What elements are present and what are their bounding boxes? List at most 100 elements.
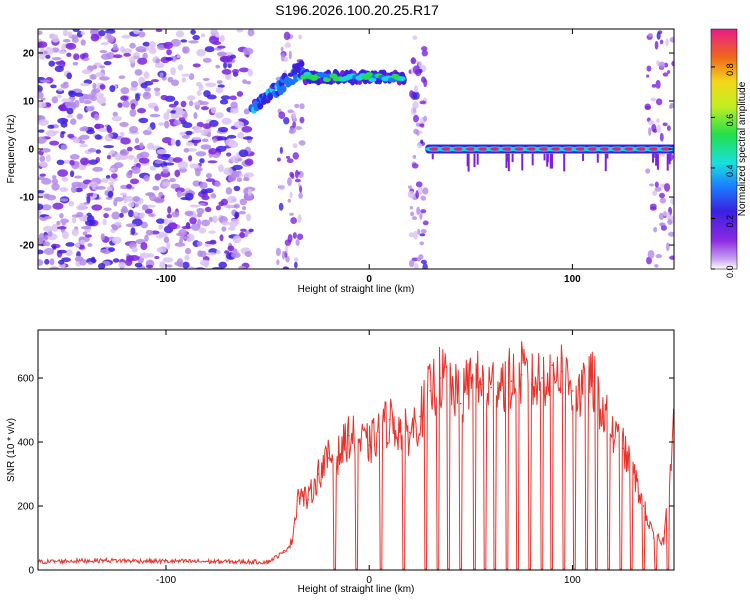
y-tick-label: 400 — [17, 438, 34, 449]
spectrogram-cell — [173, 119, 182, 126]
spectrogram-cell — [184, 254, 190, 261]
spectrogram-cell — [416, 206, 421, 216]
spectrogram-cell — [39, 173, 46, 177]
spectrogram-cell — [144, 87, 151, 92]
spectrogram-cell — [167, 222, 178, 230]
spectrogram-cell — [298, 34, 303, 40]
spectrogram-cell — [245, 213, 252, 222]
spectrogram-cell — [238, 210, 246, 215]
spectrogram-cell — [666, 242, 670, 252]
spectrogram-cell — [215, 112, 224, 119]
spectrogram-cell — [147, 126, 152, 132]
spectrogram-cell — [118, 75, 126, 80]
spectrogram-cell — [299, 103, 305, 110]
spectrogram-cell — [669, 104, 673, 109]
spectrogram-cell — [159, 261, 166, 269]
spectrogram-cell — [203, 90, 211, 98]
spectrogram-cell — [551, 153, 554, 169]
spectrogram-cell — [209, 119, 219, 128]
spectrogram-cell — [287, 198, 292, 203]
spectrogram-cell — [101, 177, 109, 183]
spectrogram-cell — [103, 207, 112, 211]
snr-point — [63, 560, 66, 562]
spectrogram-cell — [59, 263, 66, 268]
spectrogram-cell — [322, 77, 331, 83]
spectrogram-cell — [128, 201, 135, 208]
spectrogram-cell — [431, 153, 434, 160]
spectrogram-cell — [83, 99, 92, 105]
spectrogram-cell — [110, 173, 118, 179]
spectrogram-cell — [646, 65, 652, 72]
spectrogram-cell — [49, 258, 55, 266]
spectrogram-cell — [49, 266, 60, 269]
spectrogram-cell — [52, 202, 64, 210]
snr-point — [419, 415, 421, 418]
spectrogram-cell — [148, 213, 155, 217]
spectrogram-cell — [647, 33, 653, 38]
spectrogram-cell — [283, 57, 289, 63]
snr-point — [144, 560, 147, 562]
spectrogram-cell — [137, 57, 148, 65]
spectrogram-cell — [282, 266, 290, 269]
spectrogram-cell — [112, 46, 119, 51]
spectrogram-cell — [413, 128, 419, 135]
spectrogram-cell — [287, 177, 292, 186]
spectrogram-cell — [49, 140, 60, 146]
spectrogram-cell — [81, 69, 92, 75]
snr-x-axis: -100 0 100 — [156, 330, 581, 586]
spectrogram-cell — [655, 98, 663, 106]
spectrogram-cell — [551, 147, 562, 151]
spectrogram-cell — [421, 46, 428, 52]
spectrogram-cell — [176, 30, 184, 38]
spectrogram-cell — [38, 259, 44, 267]
spectrogram-cell — [184, 192, 194, 201]
spectrogram-cell — [71, 216, 77, 224]
spectrogram-cell — [412, 101, 419, 110]
snr-point — [571, 390, 574, 392]
spectrogram-cell — [181, 77, 187, 83]
spectrogram-cell — [100, 248, 110, 254]
spectrogram-cell — [214, 181, 221, 187]
spectrogram-cell — [66, 52, 72, 57]
snr-point — [500, 377, 503, 379]
spectrogram-cell — [412, 91, 420, 100]
spectrogram-cell — [232, 68, 240, 74]
spectrogram-cell — [286, 158, 294, 164]
spectrogram-cell — [410, 57, 417, 65]
spectrogram-cell — [246, 195, 253, 201]
y-tick-label: -20 — [20, 241, 35, 252]
spectrogram-cell — [294, 261, 298, 269]
spectrogram-cell — [56, 159, 65, 166]
spectrogram-cell — [218, 261, 227, 269]
spectrogram-cell — [245, 80, 252, 85]
colorbar-axis: 0.0 0.2 0.4 0.6 0.8 — [711, 63, 735, 278]
spectrogram-cell — [61, 231, 69, 240]
spectrogram-cell — [86, 215, 95, 223]
spectrogram-cell — [110, 149, 116, 154]
spectrogram-cell — [112, 111, 118, 117]
spectrogram-cell — [476, 153, 479, 165]
spectrogram-cell — [129, 42, 136, 49]
spectrogram-cell — [422, 262, 428, 269]
spectrogram-cell — [204, 46, 215, 53]
spectrogram-cell — [651, 123, 657, 133]
spectrogram-cell — [85, 234, 92, 238]
spectrogram-cell — [242, 136, 254, 140]
spectrogram-cell — [100, 53, 112, 60]
spectrogram-cell — [118, 261, 126, 268]
spectrogram-cell — [89, 74, 97, 80]
spectrogram-cell — [134, 137, 140, 144]
spectrogram-cell — [163, 236, 170, 243]
spectrogram-cell — [421, 50, 429, 57]
spectrogram-cell — [143, 175, 150, 182]
spectrogram-cell — [80, 31, 86, 35]
spectrogram-cell — [238, 265, 247, 269]
spectrogram-cell — [166, 49, 172, 56]
spectrogram-cell — [297, 171, 301, 175]
snr-panel: -100 0 100 0 200 400 600 Height of straight l… — [6, 329, 675, 595]
spectrogram-cell — [655, 79, 661, 89]
spectrogram-cell — [563, 147, 574, 151]
spectrogram-cell — [490, 147, 501, 151]
spectrogram-cell — [144, 234, 149, 242]
spectrogram-cell — [177, 161, 189, 169]
